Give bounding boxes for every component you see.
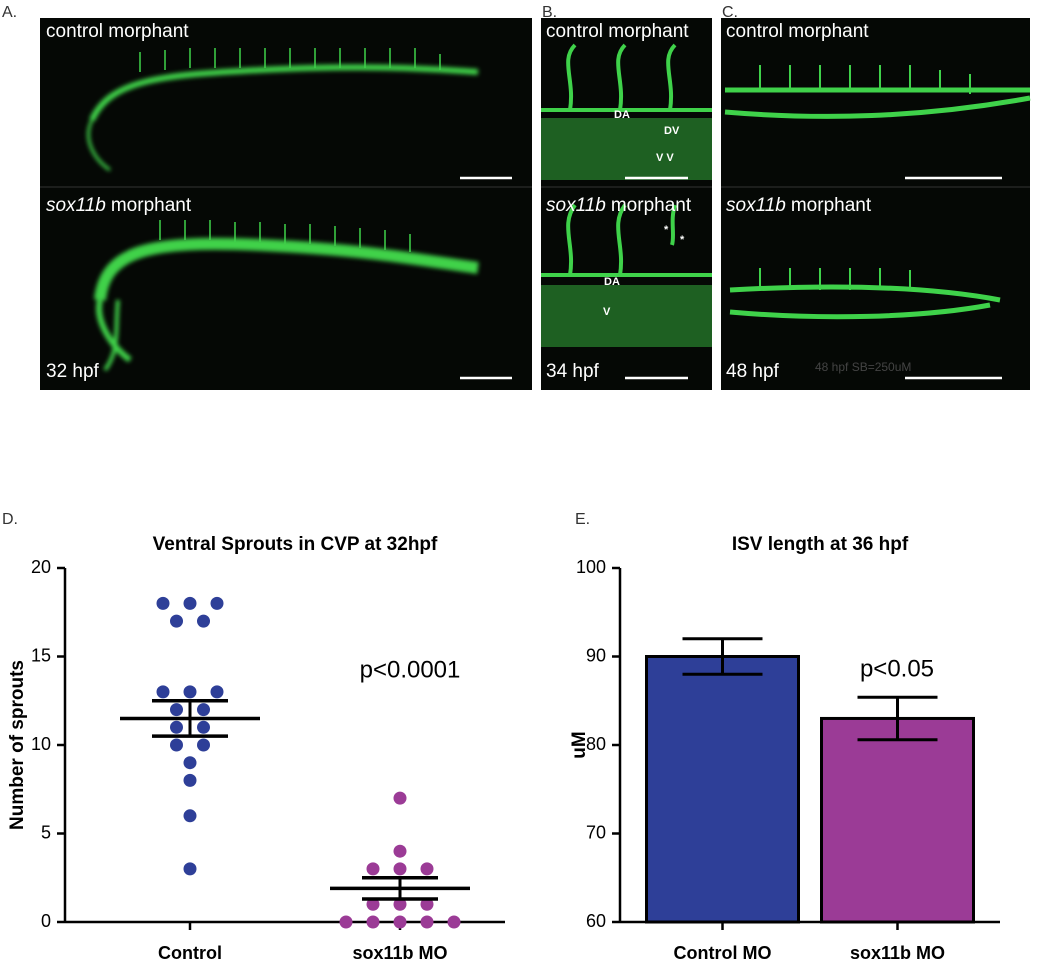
dot	[183, 756, 197, 770]
dot	[420, 897, 434, 911]
bar	[645, 655, 800, 924]
label-text: morphant	[791, 195, 872, 216]
vein-plexus	[541, 285, 712, 347]
annotation: V V	[656, 152, 674, 164]
y-tick-label: 100	[576, 557, 606, 577]
fish-vessels	[87, 64, 479, 372]
dot	[393, 791, 407, 805]
panel-letter: A.	[2, 4, 17, 21]
vessels	[541, 43, 712, 277]
gene-name: sox11b	[546, 195, 606, 216]
y-tick-label: 10	[31, 734, 51, 754]
dot	[170, 738, 183, 752]
dot	[393, 862, 407, 876]
dot	[197, 703, 210, 717]
dot	[156, 596, 170, 610]
dot	[210, 596, 224, 610]
annotation: p<0.0001	[360, 656, 461, 683]
dot	[197, 738, 210, 752]
label-text: morphant	[111, 195, 192, 216]
panel-letter: E.	[575, 511, 590, 528]
stage-label: 48 hpf	[726, 361, 780, 382]
dot	[183, 773, 197, 787]
bar	[820, 716, 975, 924]
x-tick-label: Control	[158, 943, 222, 963]
dot	[366, 897, 380, 911]
annotation: p<0.05	[860, 655, 934, 682]
dot	[170, 703, 183, 717]
dot	[156, 685, 170, 699]
dot	[183, 862, 197, 876]
dot	[197, 614, 210, 628]
micrograph	[721, 18, 1030, 390]
annotation: DV	[664, 125, 680, 137]
chart-title: Ventral Sprouts in CVP at 32hpf	[153, 534, 438, 555]
dot	[366, 862, 380, 876]
dot	[183, 685, 197, 699]
image-label: control morphant	[546, 21, 689, 42]
image-label: sox11b morphant	[46, 195, 192, 216]
image-label: sox11b morphant	[726, 195, 872, 216]
chart-title: ISV length at 36 hpf	[732, 534, 909, 555]
y-axis-label: Number of sprouts	[7, 660, 28, 830]
image-label: sox11b morphant	[546, 195, 692, 216]
dot	[366, 915, 380, 929]
dot	[210, 685, 224, 699]
y-tick-label: 80	[586, 734, 606, 754]
gene-name: sox11b	[726, 195, 786, 216]
micrograph	[40, 18, 532, 390]
stage-label: 32 hpf	[46, 361, 100, 382]
x-tick-label: sox11b MO	[850, 943, 945, 963]
annotation: V	[603, 306, 611, 318]
dot	[339, 915, 353, 929]
y-tick-label: 5	[41, 822, 51, 842]
dot	[183, 596, 197, 610]
y-tick-label: 70	[586, 822, 606, 842]
dot	[447, 915, 461, 929]
dot	[393, 915, 407, 929]
note: 48 hpf SB=250uM	[815, 360, 911, 374]
x-tick-label: sox11b MO	[352, 943, 447, 963]
dot	[420, 915, 434, 929]
annotation: DA	[614, 109, 630, 121]
panel-letter: C.	[722, 4, 738, 21]
y-tick-label: 15	[31, 645, 51, 665]
vessels	[724, 65, 1031, 320]
dot	[183, 809, 197, 823]
dot	[197, 720, 210, 734]
dot	[393, 897, 407, 911]
dot	[170, 614, 183, 628]
annotation: DA	[604, 276, 620, 288]
image-label: control morphant	[726, 21, 869, 42]
image-label: control morphant	[46, 21, 189, 42]
vein-plexus	[541, 118, 712, 180]
gene-name: sox11b	[46, 195, 106, 216]
x-tick-label: Control MO	[674, 943, 772, 963]
y-axis-label: uM	[569, 731, 590, 758]
annotation: *	[680, 234, 685, 246]
label-text: morphant	[611, 195, 692, 216]
y-tick-label: 90	[586, 645, 606, 665]
isv-lines	[139, 48, 441, 252]
dot	[393, 844, 407, 858]
y-tick-label: 20	[31, 557, 51, 577]
panel-letter: B.	[542, 4, 557, 21]
y-tick-label: 0	[41, 911, 51, 931]
stage-label: 34 hpf	[546, 361, 600, 382]
dot	[170, 720, 183, 734]
dot	[420, 862, 434, 876]
panel-letter: D.	[2, 511, 18, 528]
y-tick-label: 60	[586, 911, 606, 931]
annotation: *	[664, 224, 669, 236]
